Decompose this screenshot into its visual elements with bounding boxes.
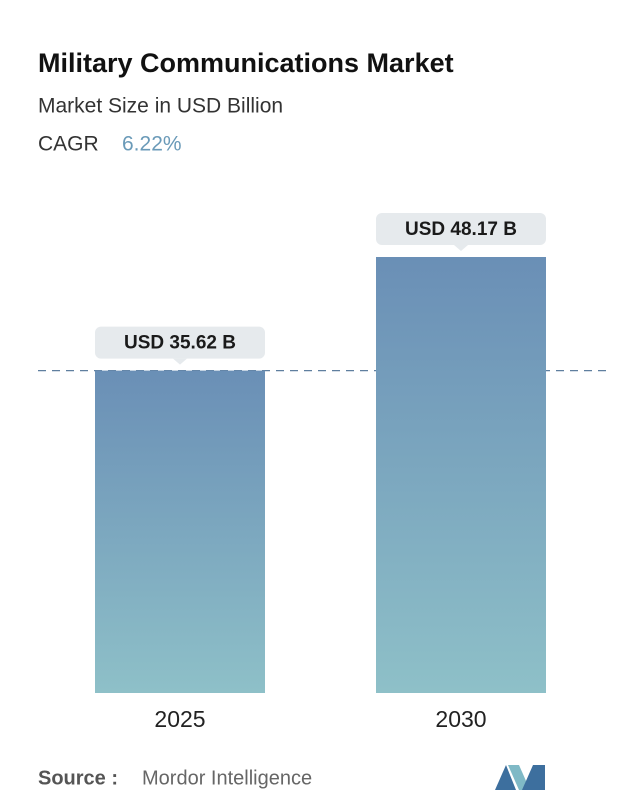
logo bbox=[495, 765, 545, 790]
chart-title: Military Communications Market bbox=[38, 48, 454, 78]
label-pointer bbox=[454, 245, 468, 251]
x-tick-label: 2030 bbox=[435, 706, 486, 732]
bar bbox=[376, 257, 546, 693]
source: Mordor Intelligence bbox=[142, 767, 312, 789]
value-label: USD 48.17 B bbox=[405, 219, 517, 240]
value-label: USD 35.62 B bbox=[124, 333, 236, 354]
label-pointer bbox=[173, 358, 187, 365]
bar bbox=[95, 370, 265, 693]
cagr-label: CAGR bbox=[38, 133, 99, 156]
x-tick-label: 2025 bbox=[154, 706, 205, 732]
label-box bbox=[376, 213, 546, 245]
subtitle: Market Size in USD Billion bbox=[38, 95, 283, 118]
cagr-value: 6.22% bbox=[122, 133, 182, 156]
label-box bbox=[95, 326, 265, 359]
source-label: Source : bbox=[38, 767, 118, 789]
